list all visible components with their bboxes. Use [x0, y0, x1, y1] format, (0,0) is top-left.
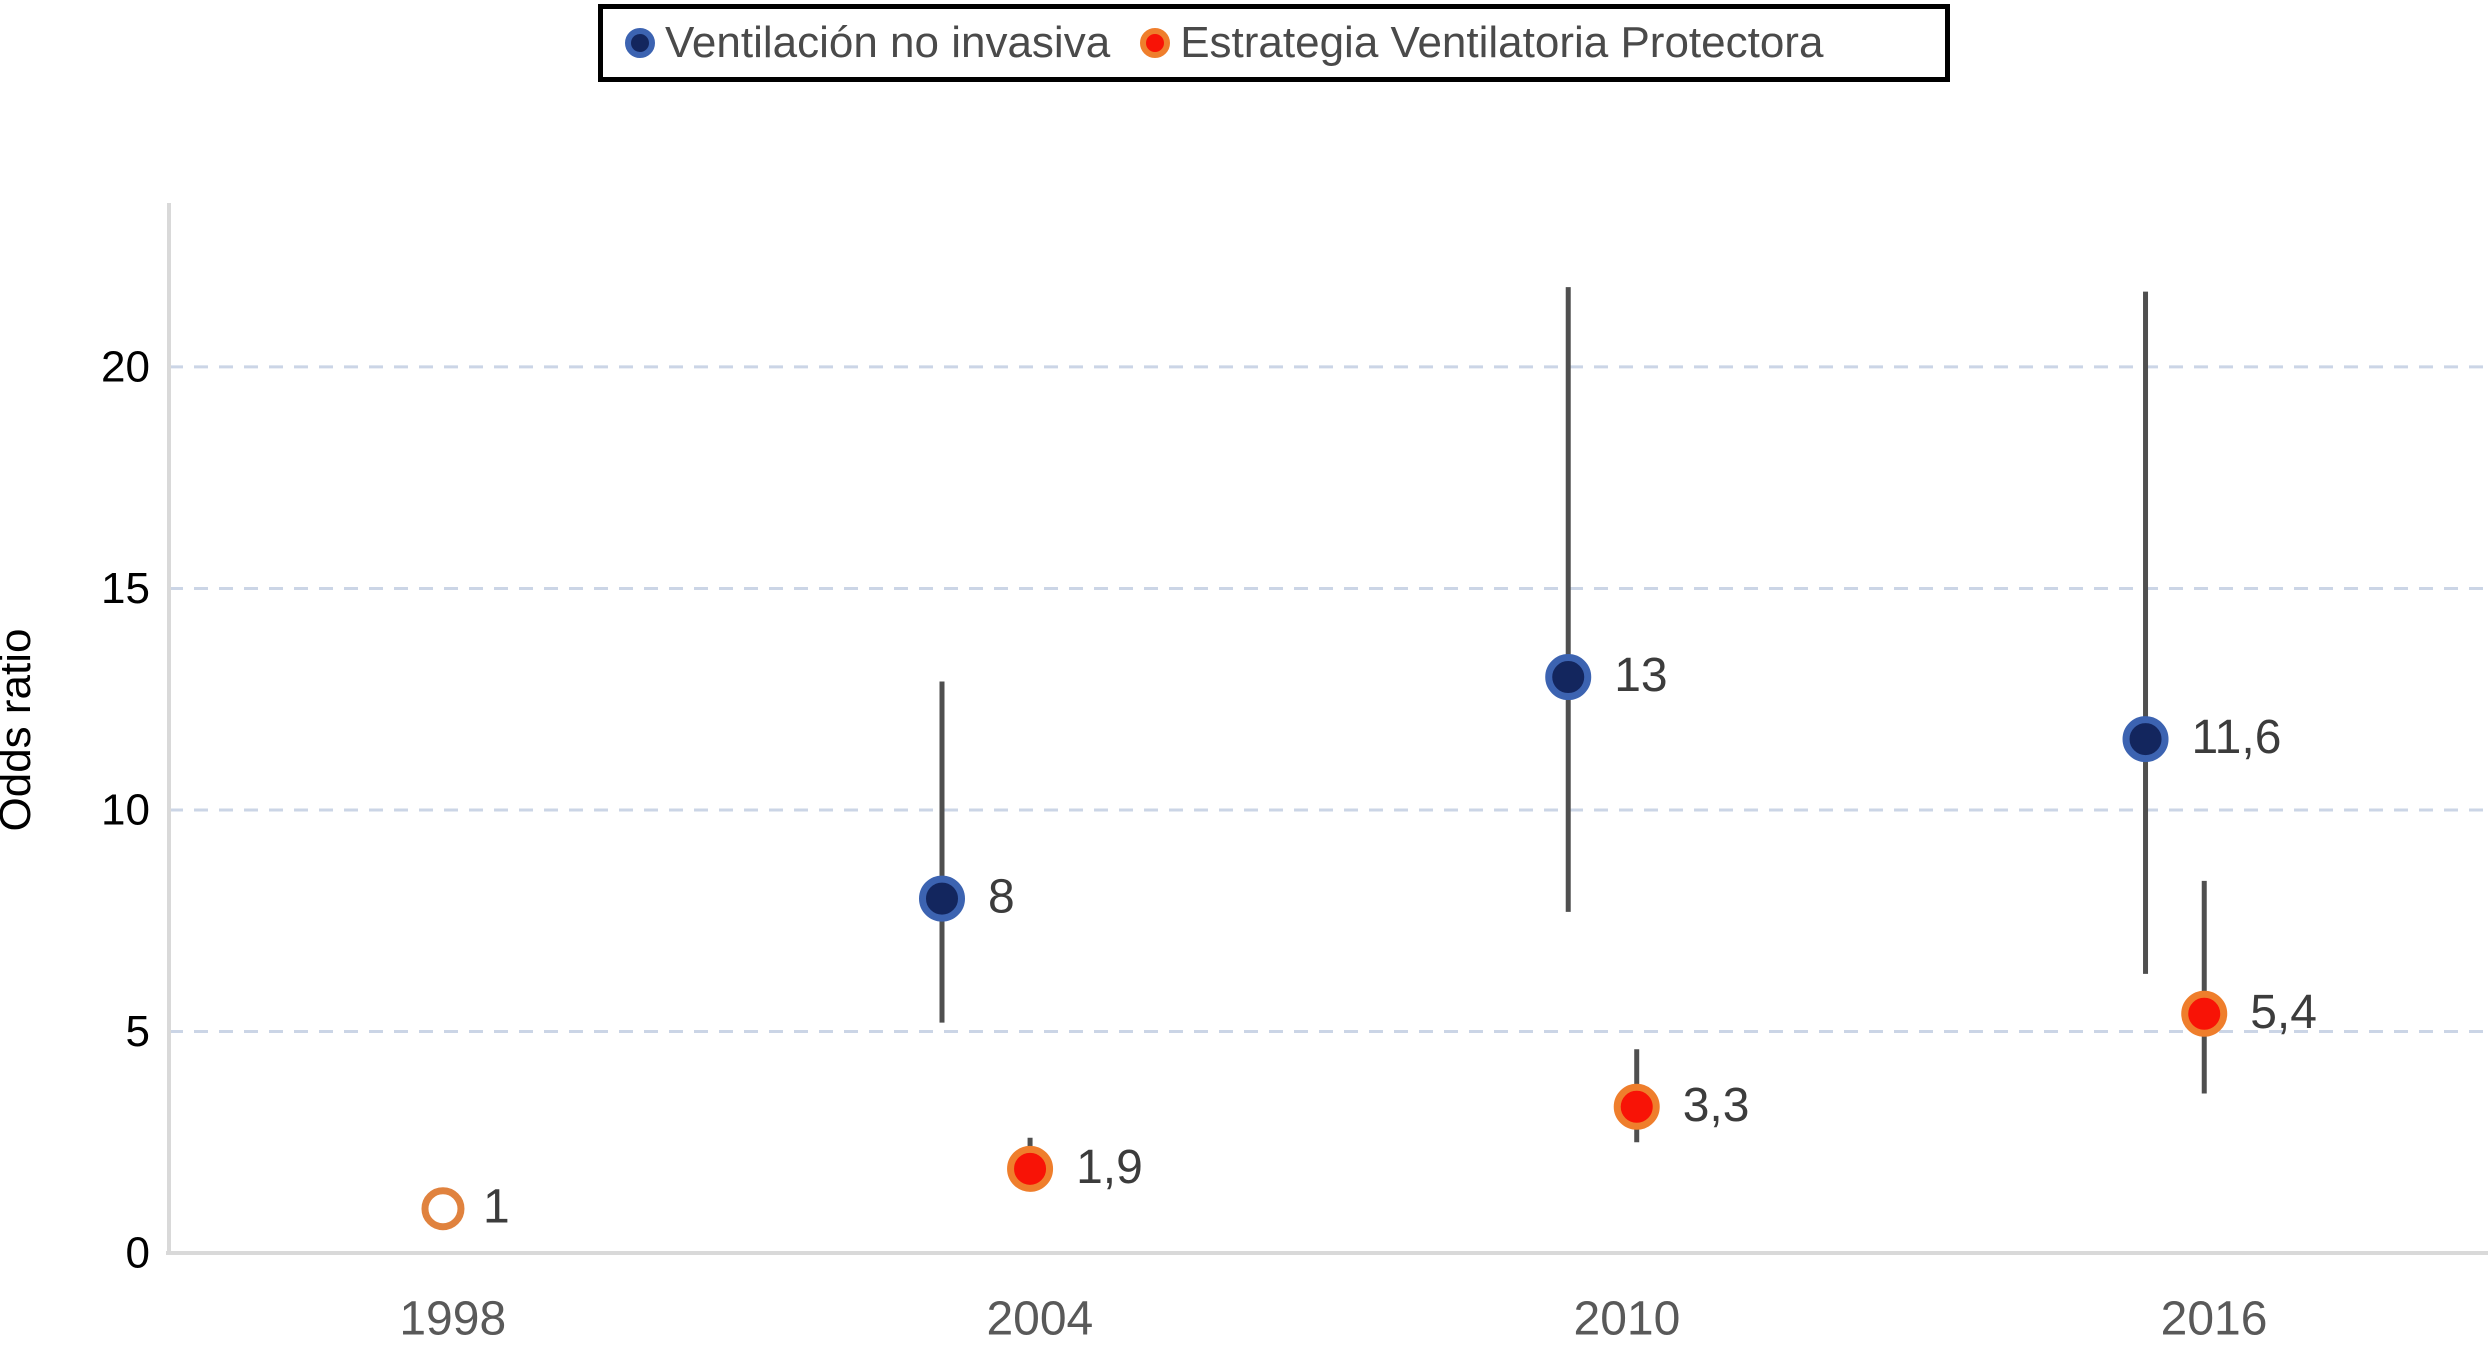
legend-dot-vni-icon — [625, 28, 655, 58]
marker-evp-2004 — [1007, 1145, 1054, 1192]
legend: Ventilación no invasiva Estrategia Venti… — [598, 4, 1950, 82]
point-label-vni-2004: 8 — [988, 871, 1015, 924]
marker-vni-2004 — [919, 875, 965, 922]
marker-vni-2010 — [1545, 654, 1592, 701]
y-tick-label-10: 10 — [101, 785, 150, 834]
legend-item-evp: Estrategia Ventilatoria Protectora — [1140, 21, 1823, 65]
legend-item-vni: Ventilación no invasiva — [625, 21, 1110, 65]
marker-evp-2016 — [2181, 990, 2228, 1037]
plot-layers: 0 5 10 15 20 1998 2004 2010 2016 8 13 11,6 1,9 3,3 5,4… — [101, 203, 2488, 1346]
point-label-evp-2010: 3,3 — [1683, 1079, 1750, 1132]
x-tick-label-2016: 2016 — [2161, 1293, 2268, 1346]
legend-label-vni: Ventilación no invasiva — [665, 18, 1111, 67]
y-axis-title: Odds ratio — [0, 629, 40, 832]
legend-dot-evp-icon — [1140, 28, 1171, 58]
x-tick-label-2010: 2010 — [1574, 1293, 1681, 1346]
marker-ref-1998 — [421, 1187, 465, 1231]
y-tick-label-0: 0 — [126, 1229, 150, 1278]
point-label-vni-2016: 11,6 — [2192, 711, 2282, 764]
y-tick-label-15: 15 — [101, 564, 150, 613]
point-label-evp-2004: 1,9 — [1076, 1141, 1143, 1194]
point-label-vni-2010: 13 — [1614, 649, 1667, 702]
y-tick-label-20: 20 — [101, 342, 150, 391]
marker-vni-2016 — [2122, 716, 2169, 763]
marker-evp-2010 — [1613, 1083, 1660, 1130]
legend-label-evp: Estrategia Ventilatoria Protectora — [1180, 18, 1824, 67]
y-tick-label-5: 5 — [126, 1007, 150, 1056]
x-tick-label-2004: 2004 — [986, 1293, 1093, 1346]
x-tick-label-1998: 1998 — [399, 1293, 506, 1346]
point-label-evp-2016: 5,4 — [2250, 986, 2317, 1039]
point-label-ref-1998: 1 — [483, 1181, 510, 1234]
